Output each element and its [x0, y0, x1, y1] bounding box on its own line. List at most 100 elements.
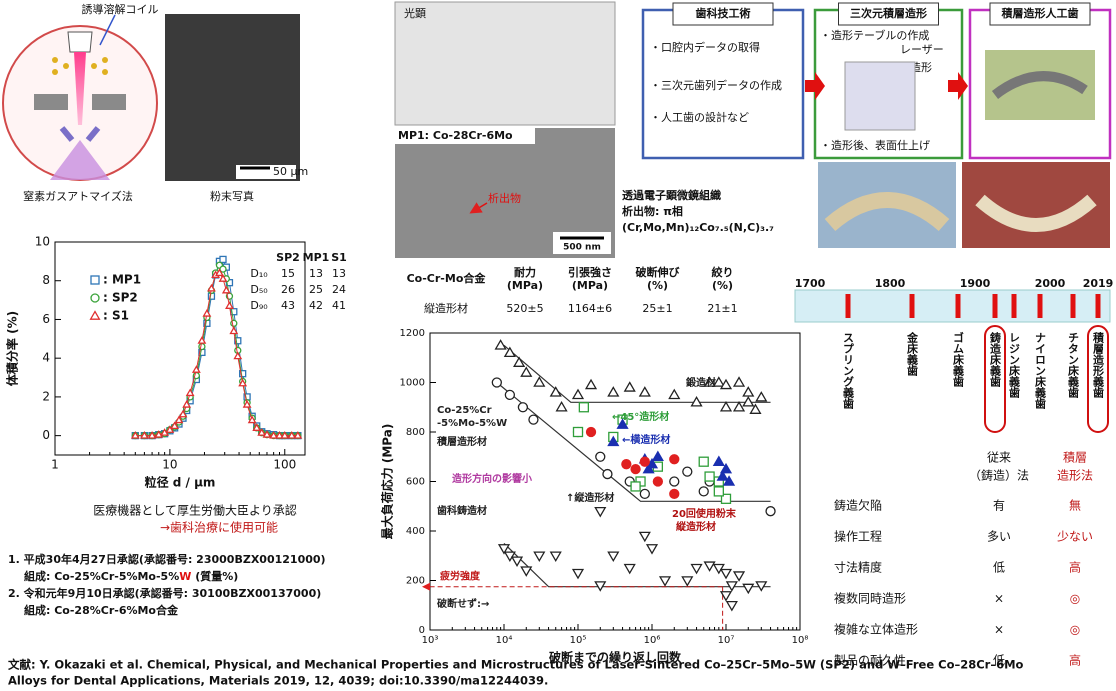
- marker: [574, 428, 583, 437]
- marker: [670, 477, 679, 486]
- optical-micrograph: [395, 2, 615, 125]
- marker: [669, 390, 679, 399]
- flow-item: ・口腔内データの取得: [650, 40, 760, 54]
- x-axis-label: 粒径 d / μm: [145, 475, 216, 490]
- marker: [721, 402, 731, 411]
- fatigue-label: 疲労強度: [440, 570, 481, 583]
- marker: [640, 532, 650, 541]
- series-line: [135, 259, 298, 435]
- table-cell: D₉₀: [250, 299, 268, 312]
- marker: [705, 472, 714, 481]
- properties-table: Co-Cr-Mo合金耐力(MPa)引張強さ(MPa)破断伸び(%)絞り(%)縦造…: [407, 265, 738, 315]
- marker: [557, 402, 567, 411]
- table-cell: 15: [281, 267, 295, 280]
- annotation: 鍛造材: [685, 376, 716, 389]
- y-tick-label: 600: [406, 477, 425, 488]
- table-cell: D₅₀: [250, 283, 268, 296]
- event-tick: [1071, 294, 1076, 318]
- event-tick: [993, 294, 998, 318]
- event-label: 金床義歯: [906, 331, 920, 377]
- marker: [756, 392, 766, 401]
- precip-label: 析出物: [488, 191, 521, 205]
- table-cell: 少ない: [1057, 530, 1093, 544]
- sn-chart: 10³10⁴10⁵10⁶10⁷10⁸020040060080010001200破…: [380, 328, 809, 665]
- marker: [714, 487, 723, 496]
- approval-comp1: 組成: Co-25%Cr-5%Mo-5%W (質量%): [24, 569, 238, 583]
- flow-item: ・三次元歯列データの作成: [650, 78, 782, 92]
- marker: [551, 552, 561, 561]
- marker: [705, 562, 715, 571]
- flow-item: レーザー: [900, 43, 944, 56]
- process-flow: 歯科技工術三次元積層造形積層造形人工歯・口腔内データの取得・三次元歯列データの作…: [643, 3, 1110, 158]
- table-cell: 42: [309, 299, 323, 312]
- marker: [608, 387, 618, 396]
- marker: [595, 508, 605, 517]
- marker: [640, 387, 650, 396]
- table-cell: 縦造形材: [424, 301, 468, 315]
- marker: [496, 340, 506, 349]
- marker: [223, 287, 230, 293]
- year-label: 2019: [1083, 277, 1114, 290]
- approval-comp2: 組成: Co-28%Cr-6%Mo合金: [24, 603, 179, 617]
- printer-image: [845, 62, 915, 130]
- powder-photo: [165, 14, 300, 181]
- atomize-caption: 窒素ガスアトマイズ法: [23, 189, 133, 203]
- table-cell: ◎: [1070, 592, 1080, 606]
- x-tick-label: 1: [51, 458, 59, 472]
- marker: [640, 457, 649, 466]
- y-tick-label: 1200: [400, 328, 425, 339]
- y-tick-label: 400: [406, 526, 425, 537]
- marker: [721, 569, 731, 578]
- y-axis-label: 最大負荷応力 (MPa): [380, 424, 395, 540]
- table-cell: 寸法精度: [834, 560, 882, 575]
- y-tick-label: 4: [42, 351, 50, 365]
- table-header: 造形法: [1057, 469, 1093, 483]
- legend-label: : MP1: [103, 273, 141, 287]
- marker: [699, 457, 708, 466]
- marker: [573, 390, 583, 399]
- marker: [734, 402, 744, 411]
- event-tick: [910, 294, 915, 318]
- table-header: 従来: [987, 451, 1011, 465]
- year-label: 2000: [1035, 277, 1066, 290]
- timeline: 17001800190020002019スプリング義歯金床義歯ゴム床義歯鋳造床義…: [795, 277, 1114, 432]
- table-cell: 24: [332, 283, 346, 296]
- event-label: チタン床義歯: [1067, 332, 1080, 399]
- table-cell: 13: [309, 267, 323, 280]
- comparison-table: 従来（鋳造）法積層造形法鋳造欠陥有無操作工程多い少ない寸法精度低高複数同時造形×…: [834, 450, 1093, 668]
- marker: [587, 428, 596, 437]
- annotation: 造形方向の影響小: [452, 472, 532, 485]
- marker: [226, 303, 233, 309]
- sem-scale: 500 nm: [563, 243, 601, 253]
- event-label: レジン床義歯: [1008, 332, 1021, 399]
- annotation: Co-25%Cr: [437, 405, 492, 416]
- x-tick-label: 10³: [422, 635, 439, 646]
- flow-title: 歯科技工術: [696, 6, 751, 20]
- y-tick-label: 6: [42, 312, 50, 326]
- annotation: 歯科鋳造材: [437, 504, 487, 517]
- table-cell: 多い: [987, 530, 1011, 544]
- marker: [692, 565, 702, 574]
- timeline-bar: [795, 290, 1110, 322]
- marker: [529, 415, 538, 424]
- event-tick: [1012, 294, 1017, 318]
- marker: [683, 467, 692, 476]
- year-label: 1900: [960, 277, 991, 290]
- marker: [622, 460, 631, 469]
- slide: 誘導溶解コイル 窒素ガスアトマイズ法 50 μm 粉末写真 光顕 MP1: Co…: [0, 0, 1116, 691]
- marker: [670, 455, 679, 464]
- marker: [734, 572, 744, 581]
- marker: [512, 557, 522, 566]
- sem-label: MP1: Co-28Cr-6Mo: [398, 129, 513, 142]
- optical-label: 光顕: [404, 6, 426, 20]
- event-label: ナイロン床義歯: [1034, 332, 1047, 410]
- marker: [518, 403, 527, 412]
- table-header: 引張強さ(MPa): [568, 265, 612, 292]
- flow-item: ・人工歯の設計など: [650, 110, 749, 124]
- marker: [631, 465, 640, 474]
- table-cell: 低: [993, 561, 1005, 575]
- annotation: ←横造形材: [622, 433, 670, 446]
- approval-item2: 2. 令和元年9月10日承認(承認番号: 30100BZX00137000): [8, 586, 321, 600]
- marker: [699, 487, 708, 496]
- marker: [534, 552, 544, 561]
